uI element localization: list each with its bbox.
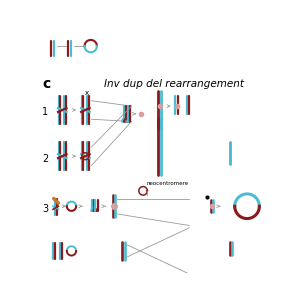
Text: c: c (42, 77, 50, 91)
Text: neocentromere: neocentromere (147, 181, 189, 186)
Text: 1: 1 (42, 107, 49, 117)
Text: 3: 3 (42, 204, 49, 214)
Text: Inv dup del rearrangement: Inv dup del rearrangement (104, 79, 244, 89)
Text: 2: 2 (42, 154, 49, 164)
Text: x: x (85, 90, 89, 95)
